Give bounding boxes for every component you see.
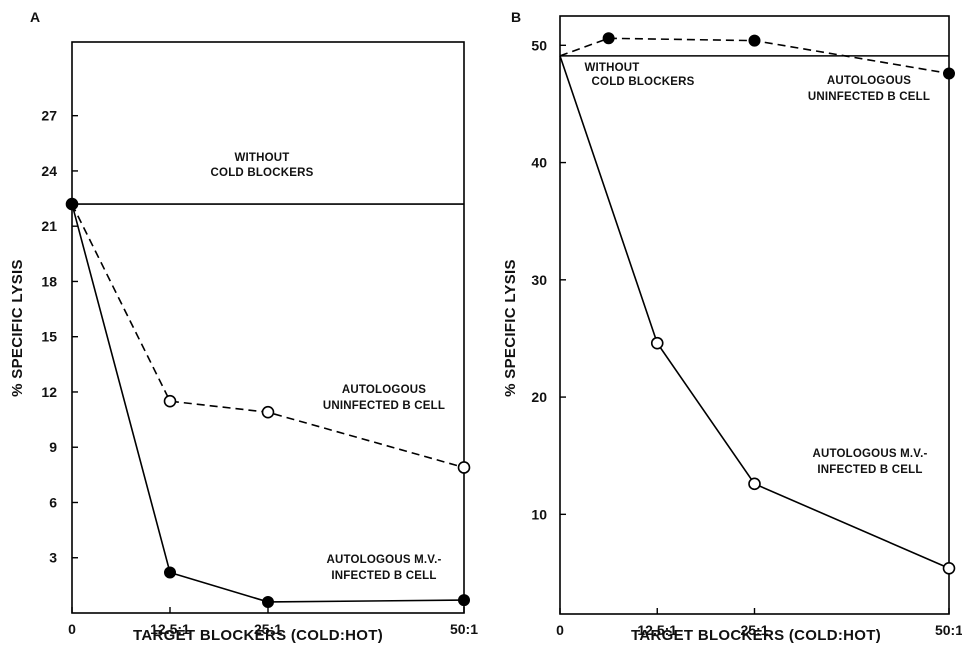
panel-b-x-tick-label-1: 12.5:1 <box>637 622 677 638</box>
panel-b-y-tick-label-4: 50 <box>531 37 547 53</box>
panel-b-series-infected-label-line1: AUTOLOGOUS M.V.- <box>812 448 927 460</box>
panel-a-y-tick-label-7: 24 <box>41 163 57 179</box>
panel-b-frame <box>559 15 950 615</box>
panel-a-series-uninfected-label-line1: AUTOLOGOUS <box>342 384 426 396</box>
panel-a-series-0-point-1 <box>163 394 177 408</box>
panel-a-series-1-point-2 <box>262 595 274 608</box>
panel-a-y-axis-label: % SPECIFIC LYSIS <box>9 259 26 397</box>
panel-a-series-infected-label-line1: AUTOLOGOUS M.V.- <box>326 554 441 566</box>
panel-a-y-tick-label-4: 15 <box>41 329 57 345</box>
panel-a-x-tick-label-2: 25:1 <box>254 621 282 637</box>
panel-a-y-tick-label-8: 27 <box>41 108 57 124</box>
panel-b-x-tick-label-2: 25:1 <box>740 622 768 638</box>
panel-b-series-0-point-2 <box>748 34 761 47</box>
panel-b-series-uninfected-label-line2: UNINFECTED B CELL <box>808 91 930 103</box>
panel-a-reference-label-line1: WITHOUT <box>234 152 289 164</box>
panel-b-reference-label-line2: COLD BLOCKERS <box>592 76 695 88</box>
panel-b-series-0-point-1 <box>602 32 615 45</box>
panel-a-y-tick-label-6: 21 <box>41 218 57 234</box>
panel-a-frame <box>71 41 465 614</box>
panel-b-series-1-point-2 <box>748 477 761 491</box>
panel-a-series-1-line <box>71 203 465 603</box>
panel-b-series-uninfected-label-line1: AUTOLOGOUS <box>827 75 911 87</box>
panel-a-series-uninfected-label-line2: UNINFECTED B CELL <box>323 400 445 412</box>
panel-a-reference-label-line2: COLD BLOCKERS <box>211 167 314 179</box>
panel-b-series-0-line <box>559 37 950 75</box>
panel-b-y-tick-label-0: 10 <box>531 506 547 522</box>
panel-b-y-tick-label-2: 30 <box>531 272 547 288</box>
panel-a-series-1-point-1 <box>164 566 176 579</box>
panel-b-x-axis-label: TARGET BLOCKERS (COLD:HOT) <box>631 627 881 644</box>
panel-a-x-tick-label-1: 12.5:1 <box>150 621 190 637</box>
panel-b: B % SPECIFIC LYSIS TARGET BLOCKERS (COLD… <box>502 9 962 644</box>
panel-b-x-tick-label-0: 0 <box>556 622 564 638</box>
panel-a-y-tick-label-2: 9 <box>49 439 57 455</box>
panel-a-x-tick-label-3: 50:1 <box>450 621 478 637</box>
panel-b-label: B <box>511 9 521 25</box>
panel-b-x-tick-label-3: 50:1 <box>935 622 962 638</box>
panel-b-series-0-point-3 <box>943 67 955 80</box>
panel-a-series-0-line <box>71 203 465 469</box>
panel-b-series-1-line <box>559 55 950 570</box>
panel-a-series-1-point-3 <box>458 594 470 607</box>
panel-a-x-axis-label: TARGET BLOCKERS (COLD:HOT) <box>133 627 383 644</box>
panel-a-y-tick-label-5: 18 <box>41 273 57 289</box>
panel-b-y-tick-label-1: 20 <box>531 389 547 405</box>
panel-b-y-tick-label-3: 40 <box>531 155 547 171</box>
panel-a-label: A <box>30 9 40 25</box>
panel-a-series-1-point-0 <box>66 198 78 211</box>
panel-a-series-0-point-2 <box>261 405 275 419</box>
panel-a-x-tick-label-0: 0 <box>68 621 76 637</box>
panel-a-series-infected-label-line2: INFECTED B CELL <box>331 570 436 582</box>
panel-b-series-infected-label-line2: INFECTED B CELL <box>817 464 922 476</box>
panel-b-reference-label-line1: WITHOUT <box>584 62 639 74</box>
panel-b-series-1-point-3 <box>942 561 956 575</box>
panel-b-series-1-point-1 <box>650 336 664 350</box>
panel-a: A % SPECIFIC LYSIS TARGET BLOCKERS (COLD… <box>9 9 478 644</box>
panel-b-y-axis-label: % SPECIFIC LYSIS <box>502 259 519 397</box>
panel-a-y-tick-label-0: 3 <box>49 550 57 566</box>
panel-a-y-tick-label-3: 12 <box>41 384 57 400</box>
panel-a-y-tick-label-1: 6 <box>49 494 57 510</box>
panel-a-series-0-point-3 <box>457 461 471 474</box>
